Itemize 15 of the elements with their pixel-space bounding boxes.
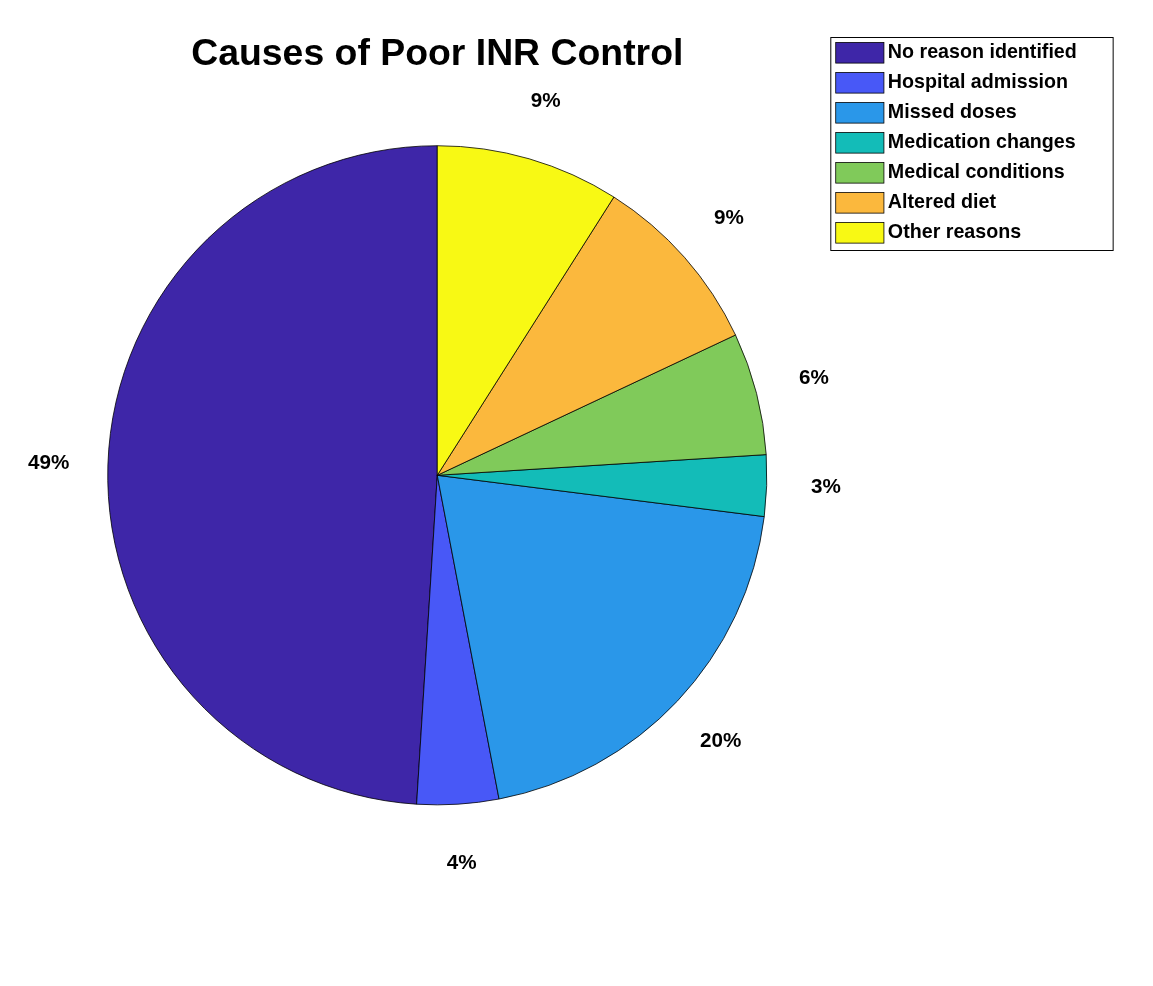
legend-label: Hospital admission — [887, 70, 1069, 93]
legend-label: Missed doses — [887, 100, 1017, 123]
data-label: 9% — [530, 88, 561, 112]
legend-label: Other reasons — [887, 220, 1022, 243]
data-label: 3% — [811, 473, 841, 497]
legend-label: Medical conditions — [887, 160, 1065, 183]
data-label: 4% — [446, 849, 477, 873]
data-label: 6% — [799, 365, 829, 389]
legend-label: Altered diet — [887, 190, 997, 213]
data-label: 20% — [700, 727, 742, 751]
legend-label: No reason identified — [887, 40, 1077, 63]
data-label: 9% — [714, 204, 744, 228]
data-label: 49% — [27, 449, 70, 473]
chart-title: Causes of Poor INR Control — [191, 31, 684, 74]
legend-label: Medication changes — [887, 130, 1076, 153]
